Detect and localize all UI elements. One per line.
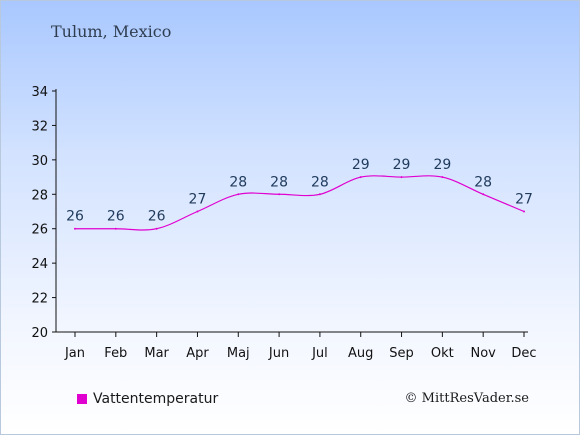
legend-label: Vattentemperatur: [93, 391, 219, 407]
data-label: 28: [229, 174, 247, 190]
data-label: 27: [189, 192, 207, 208]
data-point: [74, 227, 76, 230]
data-point: [400, 176, 403, 179]
y-tick-label: 22: [31, 292, 48, 307]
data-label: 28: [270, 174, 288, 190]
copyright-text: © MittResVader.se: [404, 391, 529, 406]
data-point: [441, 176, 444, 179]
y-tick-label: 32: [31, 119, 48, 134]
data-label: 26: [66, 209, 84, 225]
y-tick-label: 24: [31, 257, 48, 272]
data-label: 29: [352, 157, 370, 173]
data-label: 28: [474, 174, 492, 190]
data-point: [237, 193, 240, 196]
series-line: [75, 175, 525, 231]
chart-title: Tulum, Mexico: [51, 22, 172, 41]
x-tick-label: Feb: [104, 346, 127, 361]
x-tick-label: Jan: [64, 346, 85, 361]
data-point: [318, 193, 321, 196]
y-tick-label: 20: [31, 326, 48, 341]
data-label: 29: [433, 157, 451, 173]
data-point: [196, 210, 199, 213]
data-label: 26: [148, 209, 166, 225]
data-label: 26: [107, 209, 125, 225]
x-tick-label: Sep: [389, 346, 414, 361]
x-tick-label: Okt: [431, 346, 454, 361]
data-point: [114, 227, 117, 230]
data-point: [482, 193, 485, 196]
y-tick-label: 34: [31, 85, 48, 100]
data-label: 28: [311, 174, 329, 190]
x-tick-label: Mar: [144, 346, 169, 361]
x-tick-label: Dec: [511, 346, 536, 361]
y-tick-label: 26: [31, 223, 48, 238]
x-tick-label: Jun: [268, 346, 289, 361]
legend: Vattentemperatur: [77, 391, 218, 407]
x-tick-label: Nov: [470, 346, 496, 361]
x-tick-label: Aug: [348, 346, 373, 361]
x-tick-label: Maj: [227, 346, 250, 361]
x-tick-label: Jul: [311, 346, 328, 361]
data-point: [359, 176, 362, 179]
legend-swatch: [77, 394, 87, 404]
data-point: [278, 193, 281, 196]
data-point: [523, 210, 525, 213]
y-tick-label: 30: [31, 154, 48, 169]
data-label: 27: [515, 192, 533, 208]
y-tick-label: 28: [31, 188, 48, 203]
x-tick-label: Apr: [186, 346, 209, 361]
data-label: 29: [393, 157, 411, 173]
data-point: [155, 227, 158, 230]
